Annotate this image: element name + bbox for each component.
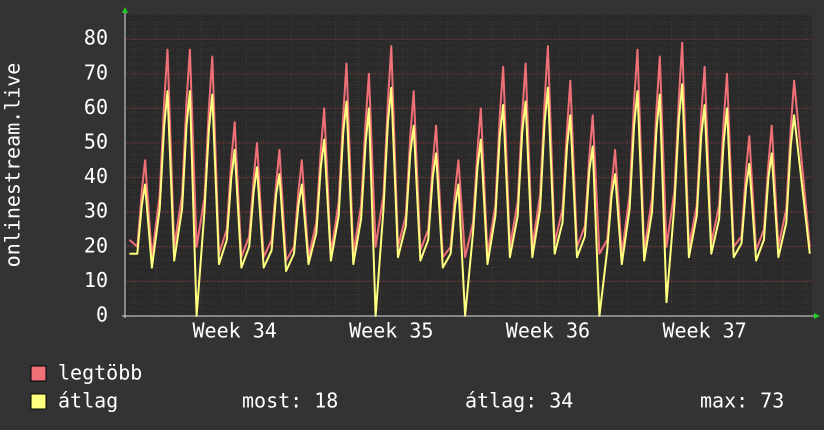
- legend-label: átlag: [58, 389, 118, 413]
- stat-value: 34: [549, 389, 573, 413]
- y-tick-label: 40: [84, 164, 108, 188]
- y-tick-label: 60: [84, 95, 108, 119]
- y-axis-label: onlinestream.live: [1, 63, 25, 268]
- stat-label: max:: [700, 389, 748, 413]
- y-tick-label: 20: [84, 233, 108, 257]
- legend-swatch: [30, 393, 47, 410]
- x-tick-label: Week 36: [506, 319, 590, 343]
- plot-area: [125, 15, 812, 316]
- y-axis-arrow: [122, 7, 128, 13]
- y-tick-label: 10: [84, 268, 108, 292]
- stat-value: 73: [760, 389, 784, 413]
- x-tick-label: Week 35: [349, 319, 433, 343]
- legend: legtöbb átlag most: 18 átlag: 34 max: 73: [30, 361, 784, 413]
- y-tick-label: 70: [84, 60, 108, 84]
- stat-label: most:: [242, 389, 302, 413]
- stat-value: 18: [314, 389, 338, 413]
- x-tick-label: Week 34: [193, 319, 277, 343]
- stat-label: átlag:: [465, 389, 537, 413]
- y-tick-label: 50: [84, 130, 108, 154]
- x-axis-arrow: [814, 313, 820, 319]
- y-tick-label: 80: [84, 26, 108, 50]
- y-tick-label: 0: [96, 303, 108, 327]
- legend-label: legtöbb: [58, 361, 142, 385]
- x-tick-label: Week 37: [662, 319, 746, 343]
- legend-swatch: [30, 365, 47, 382]
- y-tick-label: 30: [84, 199, 108, 223]
